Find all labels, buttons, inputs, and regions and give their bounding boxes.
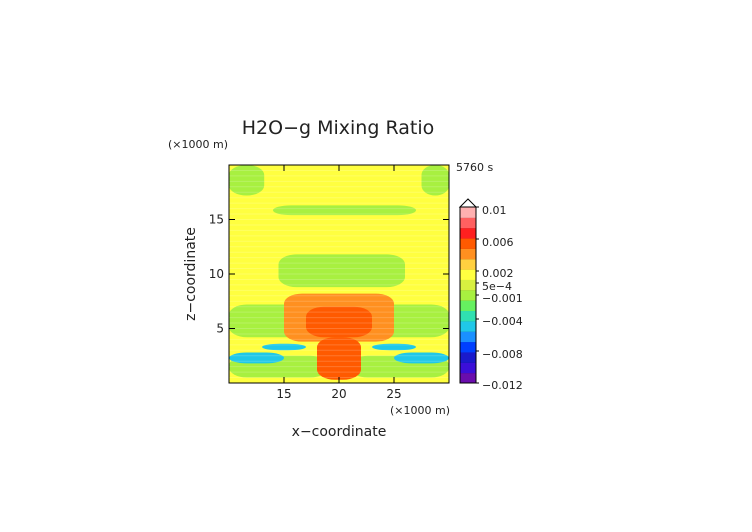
colorbar-label: −0.004 <box>482 315 523 328</box>
colorbar-swatch <box>460 289 476 301</box>
field-dry-right-layer <box>394 352 449 364</box>
colorbar-swatch <box>460 279 476 291</box>
colorbar-swatch <box>460 227 476 239</box>
colorbar-swatch <box>460 331 476 343</box>
colorbar-label: −0.001 <box>482 292 523 305</box>
colorbar-swatch <box>460 341 476 353</box>
colorbar-swatch <box>460 362 476 374</box>
colorbar-label: −0.012 <box>482 379 523 392</box>
colorbar-extend-triangle <box>458 198 478 208</box>
x-tick-label: 25 <box>386 387 401 401</box>
colorbar-label: 5e−4 <box>482 280 512 293</box>
field-top-left-corner <box>229 165 265 196</box>
field-dry-left-layer <box>229 352 284 364</box>
field-dry-left-inner <box>262 343 306 351</box>
y-tick-label: 15 <box>209 213 224 227</box>
chart-title: H2O−g Mixing Ratio <box>242 117 434 139</box>
colorbar-label: 0.006 <box>482 236 514 249</box>
y-unit-label: (×1000 m) <box>168 138 228 151</box>
time-label: 5760 s <box>456 161 493 174</box>
colorbar-swatch <box>460 269 476 280</box>
colorbar-label: 0.002 <box>482 267 514 280</box>
x-tick-label: 15 <box>276 387 291 401</box>
y-tick-label: 10 <box>209 267 224 281</box>
colorbar-swatch <box>460 372 476 384</box>
colorbar-swatch <box>460 238 476 249</box>
field-dry-right-inner <box>372 343 416 351</box>
colorbar-label: −0.008 <box>482 348 523 361</box>
field-moist-core-inner <box>306 306 372 338</box>
colorbar-swatch <box>460 248 476 260</box>
field-top-right-corner <box>421 165 449 196</box>
colorbar-swatch <box>460 207 476 218</box>
x-tick-label: 20 <box>331 387 346 401</box>
field-upper-band <box>273 205 416 216</box>
plot-area <box>228 164 450 384</box>
x-axis-title: x−coordinate <box>292 424 387 440</box>
y-axis-title: z−coordinate <box>183 227 199 321</box>
colorbar-swatch <box>460 351 476 363</box>
x-unit-label: (×1000 m) <box>390 404 450 417</box>
y-tick-label: 5 <box>216 322 224 336</box>
field-moist-stem <box>317 337 361 380</box>
colorbar-swatch <box>460 310 476 322</box>
colorbar-swatch <box>460 217 476 229</box>
colorbar-label: 0.01 <box>482 204 507 217</box>
colorbar-swatch <box>460 300 476 312</box>
colorbar-swatch <box>460 320 476 332</box>
y-axis: 5 10 15 <box>209 213 449 336</box>
field-mid-band <box>278 254 405 288</box>
x-axis: 15 20 25 <box>276 165 402 401</box>
colorbar-swatch <box>460 258 476 270</box>
